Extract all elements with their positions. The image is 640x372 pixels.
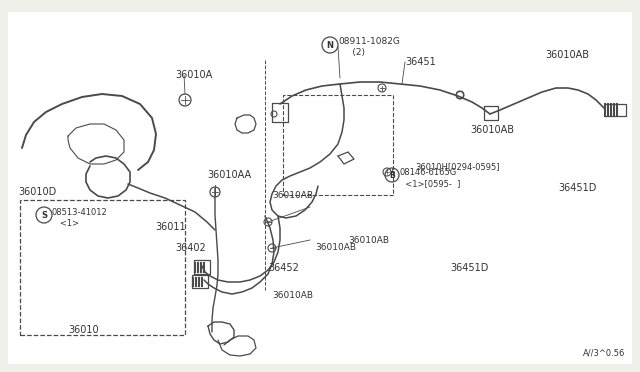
- Text: 08911-1082G
     (2): 08911-1082G (2): [338, 37, 400, 57]
- Text: 36451: 36451: [405, 57, 436, 67]
- Text: 36010H[0294-0595]: 36010H[0294-0595]: [415, 163, 499, 171]
- Text: 36010: 36010: [68, 325, 99, 335]
- Text: 36010AB: 36010AB: [545, 50, 589, 60]
- Text: 36010AB: 36010AB: [272, 291, 313, 299]
- Text: 36451D: 36451D: [558, 183, 596, 193]
- Text: 36402: 36402: [175, 243, 205, 253]
- Text: 36010AB: 36010AB: [315, 244, 356, 253]
- Text: 36010D: 36010D: [18, 187, 56, 197]
- Text: 36011: 36011: [155, 222, 186, 232]
- Bar: [283, 95, 393, 195]
- Bar: [20, 200, 185, 335]
- Text: 36010AB: 36010AB: [348, 235, 389, 244]
- Text: 08513-41012
   <1>: 08513-41012 <1>: [52, 208, 108, 228]
- Text: 36010A: 36010A: [175, 70, 212, 80]
- Text: 36010AA: 36010AA: [207, 170, 251, 180]
- Text: B: B: [389, 170, 395, 180]
- Text: S: S: [41, 211, 47, 219]
- Text: N: N: [326, 41, 333, 49]
- Text: 08146-6165G
  <1>[0595-  ]: 08146-6165G <1>[0595- ]: [400, 168, 460, 188]
- Text: 36452: 36452: [268, 263, 299, 273]
- Text: 36010AB: 36010AB: [470, 125, 514, 135]
- Text: A//3^0.56: A//3^0.56: [582, 349, 625, 358]
- Text: 36451D: 36451D: [450, 263, 488, 273]
- Text: 36010AB: 36010AB: [272, 190, 313, 199]
